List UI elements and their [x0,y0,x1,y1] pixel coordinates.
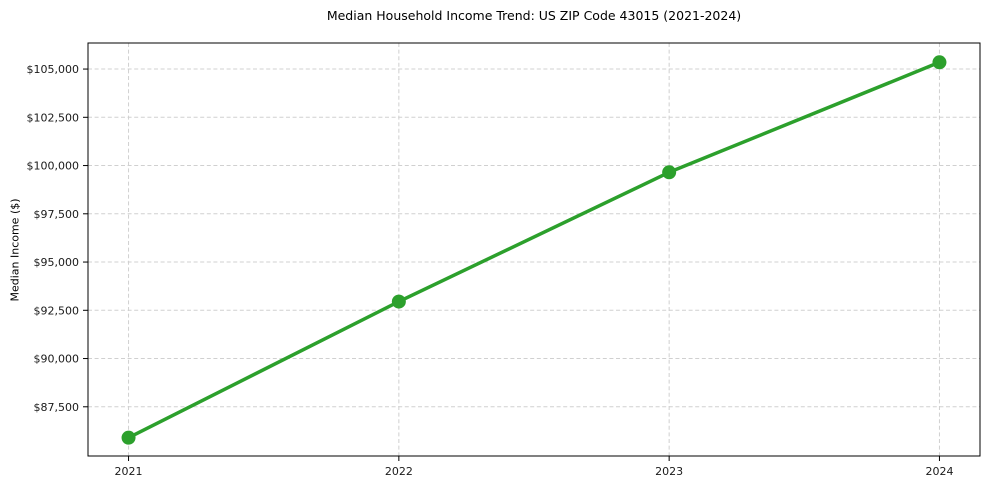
x-tick-label: 2022 [385,465,413,478]
y-tick-label: $100,000 [27,160,80,173]
data-point-2022 [391,294,406,309]
plot-border [87,42,981,457]
data-point-2023 [662,165,677,180]
x-tick-label: 2021 [115,465,143,478]
y-tick-label: $105,000 [27,63,80,76]
y-tick-label: $87,500 [34,401,80,414]
data-point-2021 [121,430,136,445]
data-point-2024 [932,55,947,70]
x-tick-label: 2023 [655,465,683,478]
y-tick-label: $92,500 [34,304,80,317]
chart-title: Median Household Income Trend: US ZIP Co… [326,8,742,23]
y-tick-label: $95,000 [34,256,80,269]
y-tick-label: $102,500 [27,111,80,124]
x-tick-label: 2024 [925,465,953,478]
y-tick-label: $97,500 [34,208,80,221]
trend-line [126,60,942,440]
y-tick-label: $90,000 [34,353,80,366]
